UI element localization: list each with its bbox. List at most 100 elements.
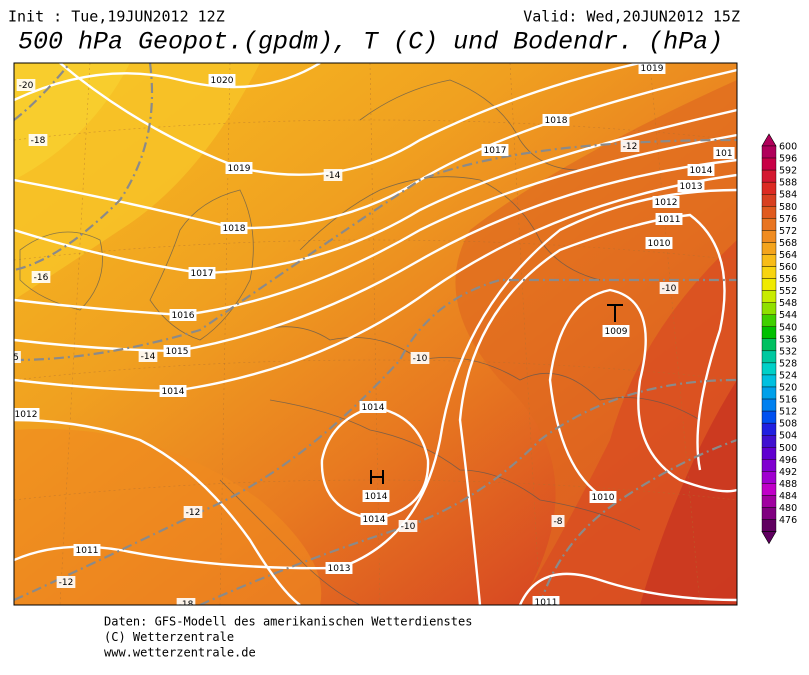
map-title: 500 hPa Geopot.(gpdm), T (C) und Bodendr… [18,28,723,57]
isobar-label-text: 1011 [76,546,99,556]
colorbar-swatch [761,266,777,279]
map-area: 1020101910181017101610151014101210111013… [13,63,737,610]
isobar-label-box [362,490,390,502]
colorbar-swatch [761,278,777,291]
isobar-label-box [645,237,673,249]
isobar-label-text: 1017 [484,146,507,156]
isobar-label: 1012 [14,408,40,420]
temperature-label: -14 [138,350,158,362]
footer-line: www.wetterzentrale.de [104,646,256,660]
colorbar-swatch [761,350,777,364]
isobar-label-box [208,74,236,86]
colorbar-swatch [761,483,777,496]
init-time: Init : Tue,19JUN2012 12Z [8,8,225,26]
colorbar-swatch [761,230,777,243]
isobar-label-text: 1014 [362,403,385,413]
isobar-label-box [481,144,509,156]
temperature-label-text: -14 [326,171,341,181]
temperature-label-text: -16 [34,273,49,283]
colorbar-label: 552 [779,286,797,297]
colorbar-label: 476 [779,515,797,526]
isobar-label-box [652,196,680,208]
isobar-label: 1018 [220,222,248,234]
temperature-label: -18 [28,134,48,146]
colorbar-label: 540 [779,322,797,333]
isobar-label: 1016 [169,309,197,321]
temperature-label-text: -10 [413,354,428,364]
temperature-label-box [659,282,679,294]
isobar-label-text: 1013 [328,564,351,574]
colorbar-swatch [761,314,777,327]
temperature-label-text: -18 [179,600,194,610]
isobar-label-text: 1014 [363,515,386,525]
colorbar-swatch [761,398,777,412]
colorbar-label: 580 [779,202,797,213]
isobar-label: 1014 [360,513,388,525]
isobar-label-text: 1011 [535,598,558,608]
colorbar-swatch [761,206,777,219]
isobar-label-text: 1020 [211,76,234,86]
temperature-label-text: -12 [623,142,638,152]
temperature-label-box [176,598,196,605]
temperature-label-box [620,140,640,152]
temperature-label: -10 [398,520,418,532]
temperature-label-box [138,350,158,362]
temperature-lines [14,63,737,605]
temperature-label: -20 [16,79,36,91]
temperature-label: -10 [659,282,679,294]
isobar-label-text: 1010 [648,239,671,249]
isobar-label-box [532,596,560,605]
colorbar-label: 556 [779,274,797,285]
colorbar-label: 520 [779,383,797,394]
isobar-label: 1011 [73,544,101,556]
colorbar-swatch [761,459,777,472]
temperature-label-box [551,515,565,527]
temperature-label-box [31,271,51,283]
isobar-label-box [360,513,388,525]
colorbar-label: 500 [779,443,797,454]
isobar-label-box [655,213,683,225]
colorbar-swatch [761,447,777,460]
isobar-label: 1017 [481,144,509,156]
colorbar-label: 564 [779,250,797,261]
temperature-label-text: 5 [13,353,19,363]
isobar-label-text: 1014 [162,387,185,397]
temperature-label-box [16,79,36,91]
isobar-label: 1010 [589,491,617,503]
colorbar-label: 584 [779,190,797,201]
isobar-label-text: 1017 [191,269,214,279]
isobar-label: 1019 [225,162,253,174]
colorbar-label: 492 [779,467,797,478]
temperature-label-text: -20 [19,81,34,91]
isobar-label-box [188,267,216,279]
isobar-label: 1011 [655,213,683,225]
temperature-label-box [56,576,76,588]
isobar-label-text: 1012 [655,198,678,208]
isobar-label-text: 1018 [545,116,568,126]
isobar-label-box [220,222,248,234]
colorbar-swatch [761,338,777,352]
isobar-label-box [325,562,353,574]
colorbar-swatch [761,290,777,303]
isobar-label-box [638,63,666,74]
isobar-label: 1011 [532,596,560,608]
temperature-label-text: -10 [401,522,416,532]
isobar-label: 1019 [638,63,666,74]
isobar-label: 1014 [159,385,187,397]
isobar-label: 1020 [208,74,236,86]
colorbar-label: 576 [779,214,797,225]
temperature-label: -8 [551,515,565,527]
temperature-label: 5 [13,351,21,363]
isobar-label-box [589,491,617,503]
temperature-label-text: -8 [554,517,563,527]
colorbar-label: 572 [779,226,797,237]
isobar-label: 1009 [602,325,630,337]
isobar-label: 1012 [652,196,680,208]
colorbar-swatch [761,193,777,207]
isobar-label-text: 1018 [223,224,246,234]
isobar-label: 1013 [325,562,353,574]
colorbar-swatch [761,507,777,520]
isobar-label-box [225,162,253,174]
colorbar-label: 504 [779,431,797,442]
